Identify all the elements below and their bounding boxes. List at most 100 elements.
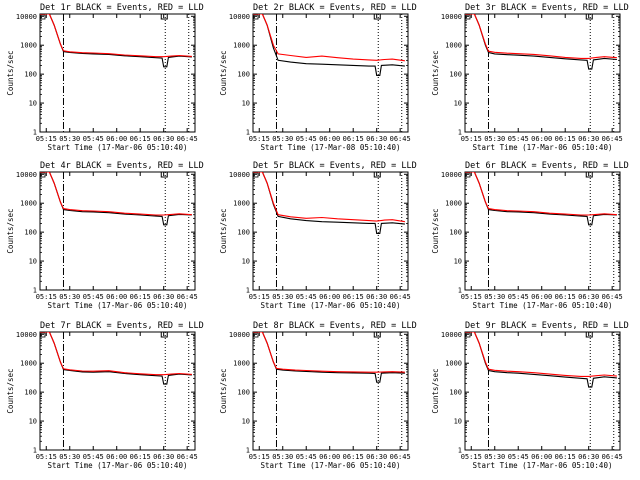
x-tick-label: 06:00 [106,293,127,301]
y-tick-label: 100 [449,229,462,237]
x-tick-label: 06:45 [177,453,198,461]
y-tick-label: 100 [237,389,250,397]
y-tick-label: 1 [246,129,250,137]
panel-title: Det 7r BLACK = Events, RED = LLD [40,321,204,331]
x-tick-label: 06:45 [177,135,198,143]
x-tick-label: 05:15 [36,453,57,461]
series-events-line [465,332,617,388]
y-tick-label: 1000 [445,42,462,50]
x-tick-label: 06:15 [130,453,151,461]
interval-bracket [160,14,168,20]
x-axis-label: Start Time (17-Mar-06 05:10:40) [261,461,401,470]
x-axis-label: Start Time (17-Mar-06 05:10:40) [48,461,188,470]
panel-title: Det 8r BLACK = Events, RED = LLD [253,321,417,331]
y-tick-label: 10 [242,100,250,108]
y-tick-label: 10 [29,258,37,266]
series-lld-line [465,14,617,59]
x-axis-label: Start Time (17-Mar-06 05:10:40) [48,143,188,152]
x-tick-label: 06:15 [555,135,576,143]
x-tick-label: 06:15 [130,135,151,143]
series-lld-line [40,332,192,376]
series-events-line [465,14,617,70]
y-axis-label: Counts/sec [431,208,440,253]
y-tick-label: 10000 [16,171,37,179]
y-tick-label: 10000 [441,13,462,21]
plot-frame [39,331,196,451]
plot-frame [464,13,621,133]
x-tick-label: 05:30 [59,453,80,461]
y-tick-label: 10000 [229,171,250,179]
x-tick-label: 06:00 [531,453,552,461]
y-tick-label: 1 [33,129,37,137]
x-tick-label: 05:30 [59,135,80,143]
panel-det-6r: Det 6r BLACK = Events, RED = LLD 1 10 100 10… [431,161,629,310]
x-tick-label: 05:45 [508,135,529,143]
x-tick-label: 06:15 [343,135,364,143]
series-events-line [465,172,617,226]
interval-bracket [373,332,381,338]
x-tick-label: 06:30 [153,135,174,143]
x-tick-label: 06:15 [555,453,576,461]
series-events-line [253,14,405,77]
corner-marker [40,332,46,338]
y-tick-label: 1 [458,129,462,137]
y-axis-label: Counts/sec [219,208,228,253]
x-tick-label: 06:30 [366,135,387,143]
x-tick-label: 06:00 [531,135,552,143]
series-lld-line [253,332,405,373]
interval-bracket [160,172,168,178]
y-axis-label: Counts/sec [431,368,440,413]
y-axis-label: Counts/sec [431,50,440,95]
x-tick-label: 05:45 [83,135,104,143]
x-tick-label: 06:00 [319,453,340,461]
y-tick-label: 10 [29,100,37,108]
series-lld-line [465,172,617,216]
x-tick-label: 06:45 [602,135,623,143]
y-axis-label: Counts/sec [6,368,15,413]
x-tick-label: 06:45 [390,293,411,301]
interval-bracket [585,332,593,338]
panel-title: Det 3r BLACK = Events, RED = LLD [465,3,629,13]
panel-det-3r: Det 3r BLACK = Events, RED = LLD 1 10 100 10… [431,3,629,152]
y-tick-label: 1000 [233,360,250,368]
plot-frame [464,331,621,451]
y-tick-label: 1 [246,447,250,455]
x-tick-label: 05:45 [83,293,104,301]
x-tick-label: 06:45 [602,453,623,461]
y-tick-label: 100 [24,389,37,397]
panel-title: Det 1r BLACK = Events, RED = LLD [40,3,204,13]
x-tick-label: 05:30 [484,453,505,461]
series-events-line [253,332,405,383]
x-tick-label: 06:30 [153,293,174,301]
y-tick-label: 100 [24,229,37,237]
x-tick-label: 05:45 [83,453,104,461]
x-axis-label: Start Time (17-Mar-06 05:10:40) [473,301,613,310]
y-tick-label: 10000 [441,331,462,339]
corner-marker [253,14,259,20]
y-tick-label: 1000 [233,42,250,50]
x-tick-label: 06:45 [602,293,623,301]
x-tick-label: 05:30 [272,453,293,461]
y-axis-label: Counts/sec [219,50,228,95]
plot-frame [252,331,409,451]
y-tick-label: 10 [454,418,462,426]
x-tick-label: 06:00 [319,135,340,143]
interval-bracket [160,332,168,338]
y-tick-label: 100 [449,71,462,79]
panel-det-5r: Det 5r BLACK = Events, RED = LLD 1 10 100 10… [219,161,417,310]
y-tick-label: 100 [24,71,37,79]
x-tick-label: 06:15 [555,293,576,301]
x-tick-label: 05:15 [249,453,270,461]
y-tick-label: 10000 [16,13,37,21]
y-tick-label: 100 [237,71,250,79]
y-tick-label: 10000 [441,171,462,179]
x-tick-label: 05:30 [272,293,293,301]
corner-marker [253,332,259,338]
x-tick-label: 06:15 [343,293,364,301]
y-tick-label: 1000 [445,200,462,208]
x-tick-label: 06:30 [366,293,387,301]
plot-frame [464,171,621,291]
y-tick-label: 10 [242,418,250,426]
interval-bracket [585,14,593,20]
